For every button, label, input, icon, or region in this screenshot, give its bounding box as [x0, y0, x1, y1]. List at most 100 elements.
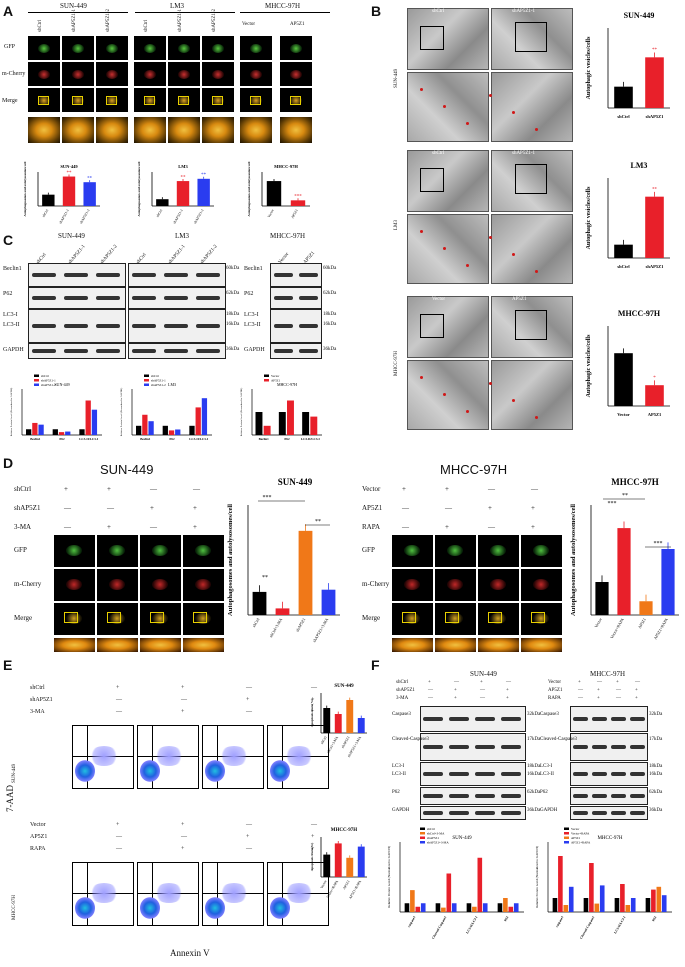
protein-band	[299, 296, 318, 300]
treatment-sign: —	[150, 523, 157, 531]
protein-band	[274, 296, 293, 300]
protein-label: LC3-II	[244, 322, 261, 328]
micrograph	[96, 62, 128, 86]
significance-label: **	[315, 519, 321, 525]
treatment-label: AP5Z1	[548, 688, 563, 693]
zoom-box	[64, 612, 78, 623]
protein-band	[592, 745, 607, 749]
cell-signal	[533, 579, 549, 590]
treatment-label: RAPA	[362, 523, 381, 531]
protein-band	[501, 745, 522, 749]
significance-label: **	[652, 187, 658, 192]
treatment-sign: +	[193, 504, 197, 512]
bar	[136, 425, 142, 435]
treatment-sign: +	[445, 485, 449, 493]
protein-band	[573, 794, 588, 798]
category-label: P62	[503, 915, 509, 922]
merge-zoom	[478, 638, 519, 652]
zoom-box	[212, 96, 223, 105]
protein-band	[573, 745, 588, 749]
treatment-sign: +	[616, 680, 619, 685]
y-axis-label: Autophagosomes and autolysosomes/cell	[570, 504, 577, 616]
group-label-mhcc97h: MHCC-97H	[265, 2, 301, 10]
bar	[594, 903, 600, 912]
micrograph	[202, 62, 234, 86]
bar	[38, 424, 44, 435]
zoom-box	[144, 96, 155, 105]
category-label: shCtrl	[251, 616, 261, 628]
cell-signal	[106, 44, 118, 53]
row-label-gfp: GFP	[4, 44, 16, 50]
red-arrow	[512, 399, 515, 402]
blot-strip	[420, 787, 526, 805]
category-label: Beclin1	[259, 437, 269, 441]
protein-band	[274, 349, 293, 353]
protein-label: Caspase3	[392, 712, 411, 717]
kda-label: 60kDa	[323, 266, 337, 271]
protein-band	[573, 717, 588, 721]
blot-strip	[570, 787, 648, 805]
protein-label: Cleaved-Caspase3	[392, 737, 429, 742]
red-arrow	[489, 236, 492, 239]
cell-signal	[144, 70, 156, 79]
protein-band	[449, 772, 470, 776]
em-image	[491, 8, 573, 70]
category-label: shAP5Z1	[341, 735, 351, 749]
cell-signal	[109, 579, 125, 590]
treatment-sign: —	[488, 485, 495, 493]
treatment-label: shCtrl	[396, 680, 409, 685]
category-label: shCtrl	[617, 264, 630, 269]
protein-band	[573, 811, 588, 815]
protein-label: LC3-I	[392, 764, 405, 769]
micrograph	[140, 569, 181, 601]
significance-label: ***	[263, 495, 272, 501]
treatment-label: 3-MA	[396, 696, 409, 701]
treatment-sign: +	[428, 680, 431, 685]
treatment-label: 3-MA	[14, 523, 32, 531]
em-label: AP5Z1	[512, 297, 527, 302]
legend-label: shAP5Z1	[427, 836, 439, 840]
red-arrow	[420, 88, 423, 91]
treatment-sign: +	[506, 688, 509, 693]
significance-label: **	[67, 171, 73, 176]
red-arrow	[466, 122, 469, 125]
category-label: P62	[284, 437, 290, 441]
y-axis-label: Autophagic vesicles/cells	[586, 36, 592, 99]
row-label: Merge	[362, 614, 381, 622]
treatment-sign: —	[311, 685, 317, 691]
em-label: shAP5Z1-1	[512, 9, 536, 14]
panel-label-c: C	[3, 232, 14, 248]
kda-label: 18kDa	[226, 312, 240, 317]
micrograph	[96, 36, 128, 60]
bar	[323, 708, 331, 733]
panel-label-b: B	[371, 3, 382, 19]
cell-signal	[152, 545, 168, 556]
treatment-sign: —	[402, 523, 409, 531]
bar	[255, 412, 263, 435]
category-label: Vector+RAPA	[609, 617, 625, 640]
group-label-sun449: SUN-449	[58, 232, 85, 240]
protein-band	[132, 273, 156, 277]
protein-band	[573, 772, 588, 776]
legend-swatch	[564, 841, 569, 844]
significance-label: ***	[294, 195, 302, 200]
y-axis-label: Relative Protein Level (Normalized to GA…	[240, 388, 243, 437]
micrograph	[28, 88, 60, 112]
treatment-sign: +	[107, 485, 111, 493]
blot-strip	[128, 309, 226, 343]
category-label: shAP5Z1-1	[172, 208, 184, 224]
blot-strip	[270, 343, 322, 359]
cell-signal	[212, 44, 224, 53]
treatment-sign: —	[428, 688, 433, 693]
bar	[583, 898, 589, 912]
blot-strip	[28, 287, 126, 309]
panel-label-f: F	[371, 657, 380, 673]
treatment-sign: +	[181, 846, 185, 852]
category-label: P62	[169, 437, 175, 441]
cell-signal	[109, 613, 125, 624]
protein-band	[32, 349, 56, 353]
blot-strip	[28, 343, 126, 359]
legend-swatch	[34, 383, 39, 386]
protein-label: Beclin1	[244, 266, 263, 272]
merge-zoom	[97, 638, 138, 652]
